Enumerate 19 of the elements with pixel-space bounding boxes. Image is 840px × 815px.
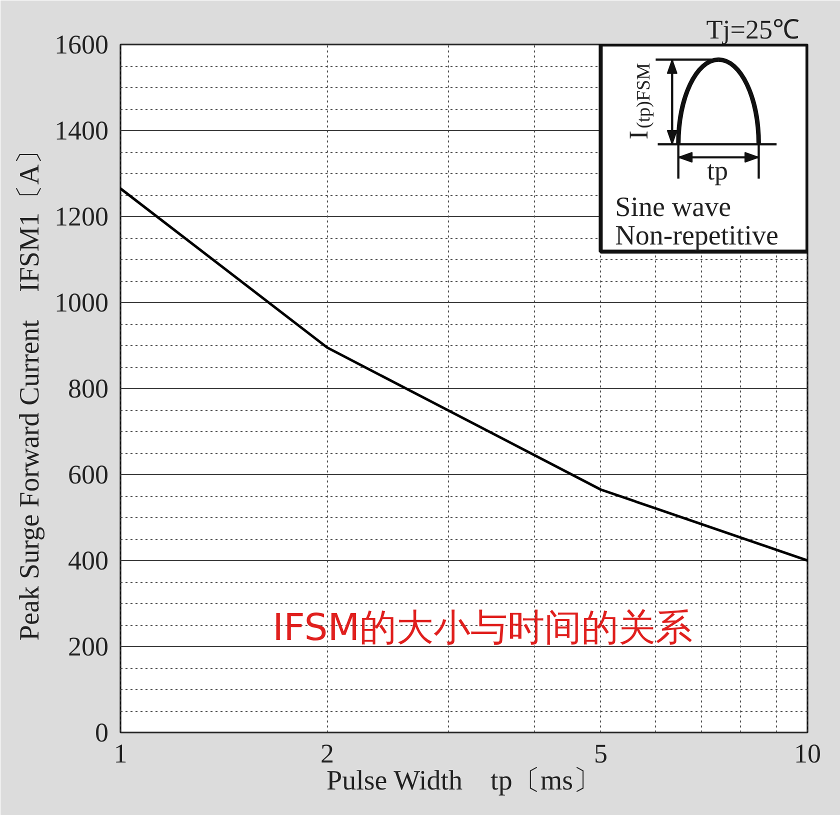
x-tick-label: 2 [320, 738, 334, 768]
y-tick-label: 800 [68, 374, 108, 404]
annotation: tp [707, 155, 728, 186]
y-tick-label: 1400 [54, 116, 108, 146]
x-tick-label: 5 [594, 738, 608, 768]
annotation: Tj=25℃ [706, 14, 800, 44]
y-tick-label: 600 [68, 460, 108, 490]
x-tick-label: 10 [794, 738, 821, 768]
y-axis-title: Peak Surge Forward Current IFSM1〔A〕 [14, 136, 46, 641]
y-tick-label: 1000 [54, 288, 108, 318]
annotation: IFSM的大小与时间的关系 [272, 606, 693, 650]
y-tick-label: 1200 [54, 202, 108, 232]
y-tick-label: 0 [95, 718, 108, 748]
y-tick-label: 400 [68, 546, 108, 576]
y-tick-label: 200 [68, 632, 108, 662]
x-axis-title: Pulse Width tp〔ms〕 [326, 766, 601, 796]
annotation: I(tp)FSM [624, 62, 654, 140]
y-tick-label: 1600 [54, 30, 108, 60]
x-tick-label: 1 [114, 738, 128, 768]
